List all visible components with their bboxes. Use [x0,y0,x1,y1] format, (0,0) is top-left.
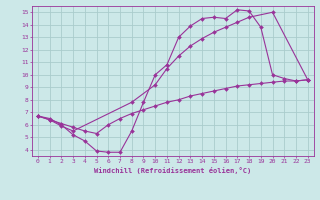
X-axis label: Windchill (Refroidissement éolien,°C): Windchill (Refroidissement éolien,°C) [94,167,252,174]
